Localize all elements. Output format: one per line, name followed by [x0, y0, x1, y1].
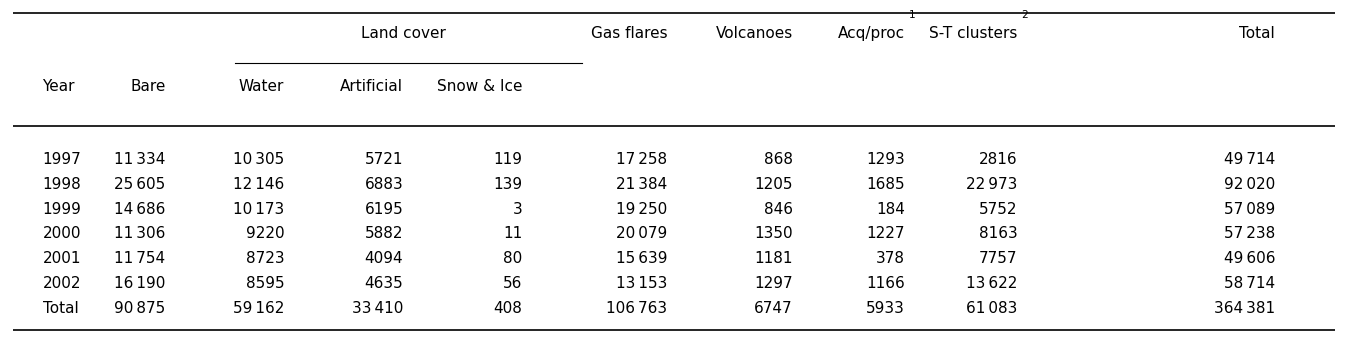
- Text: 15 639: 15 639: [616, 251, 667, 266]
- Text: 1293: 1293: [867, 152, 906, 167]
- Text: 1227: 1227: [867, 226, 906, 241]
- Text: 12 146: 12 146: [233, 177, 284, 192]
- Text: 139: 139: [493, 177, 522, 192]
- Text: 4635: 4635: [364, 276, 403, 291]
- Text: 17 258: 17 258: [616, 152, 667, 167]
- Text: Total: Total: [1239, 27, 1275, 41]
- Text: 22 973: 22 973: [967, 177, 1018, 192]
- Text: 19 250: 19 250: [616, 202, 667, 217]
- Text: 11 334: 11 334: [115, 152, 166, 167]
- Text: 5721: 5721: [365, 152, 403, 167]
- Text: 2816: 2816: [979, 152, 1018, 167]
- Text: 16 190: 16 190: [115, 276, 166, 291]
- Text: 80: 80: [503, 251, 522, 266]
- Text: 13 622: 13 622: [967, 276, 1018, 291]
- Text: 408: 408: [493, 301, 522, 316]
- Text: 1998: 1998: [43, 177, 81, 192]
- Text: 378: 378: [876, 251, 906, 266]
- Text: 6883: 6883: [364, 177, 403, 192]
- Text: 6747: 6747: [755, 301, 793, 316]
- Text: 2002: 2002: [43, 276, 81, 291]
- Text: Acq/proc: Acq/proc: [838, 27, 906, 41]
- Text: 49 714: 49 714: [1224, 152, 1275, 167]
- Text: 56: 56: [503, 276, 522, 291]
- Text: 1685: 1685: [867, 177, 906, 192]
- Text: 25 605: 25 605: [115, 177, 166, 192]
- Text: 7757: 7757: [979, 251, 1018, 266]
- Text: 2001: 2001: [43, 251, 81, 266]
- Text: 92 020: 92 020: [1224, 177, 1275, 192]
- Text: Total: Total: [43, 301, 78, 316]
- Text: 90 875: 90 875: [115, 301, 166, 316]
- Text: 5752: 5752: [979, 202, 1018, 217]
- Text: 1999: 1999: [43, 202, 81, 217]
- Text: 184: 184: [876, 202, 906, 217]
- Text: 1181: 1181: [755, 251, 793, 266]
- Text: 2000: 2000: [43, 226, 81, 241]
- Text: 10 305: 10 305: [233, 152, 284, 167]
- Text: S-T clusters: S-T clusters: [929, 27, 1018, 41]
- Text: 1297: 1297: [755, 276, 793, 291]
- Text: 106 763: 106 763: [607, 301, 667, 316]
- Text: 5933: 5933: [867, 301, 906, 316]
- Text: 6195: 6195: [364, 202, 403, 217]
- Text: 20 079: 20 079: [616, 226, 667, 241]
- Text: 1205: 1205: [755, 177, 793, 192]
- Text: 3: 3: [512, 202, 522, 217]
- Text: 11 306: 11 306: [115, 226, 166, 241]
- Text: 2: 2: [1022, 10, 1029, 20]
- Text: 8723: 8723: [245, 251, 284, 266]
- Text: 59 162: 59 162: [233, 301, 284, 316]
- Text: 13 153: 13 153: [616, 276, 667, 291]
- Text: 11: 11: [503, 226, 522, 241]
- Text: 57 238: 57 238: [1224, 226, 1275, 241]
- Text: Gas flares: Gas flares: [590, 27, 667, 41]
- Text: 846: 846: [764, 202, 793, 217]
- Text: 1: 1: [909, 10, 915, 20]
- Text: 33 410: 33 410: [352, 301, 403, 316]
- Text: 8595: 8595: [245, 276, 284, 291]
- Text: 5882: 5882: [365, 226, 403, 241]
- Text: Snow & Ice: Snow & Ice: [437, 79, 522, 94]
- Text: 21 384: 21 384: [616, 177, 667, 192]
- Text: 8163: 8163: [979, 226, 1018, 241]
- Text: 58 714: 58 714: [1224, 276, 1275, 291]
- Text: 364 381: 364 381: [1215, 301, 1275, 316]
- Text: Land cover: Land cover: [361, 27, 446, 41]
- Text: Water: Water: [239, 79, 284, 94]
- Text: 61 083: 61 083: [967, 301, 1018, 316]
- Text: 1997: 1997: [43, 152, 81, 167]
- Text: 49 606: 49 606: [1224, 251, 1275, 266]
- Text: 4094: 4094: [364, 251, 403, 266]
- Text: 9220: 9220: [245, 226, 284, 241]
- Text: Year: Year: [43, 79, 75, 94]
- Text: 868: 868: [764, 152, 793, 167]
- Text: 1166: 1166: [867, 276, 906, 291]
- Text: Artificial: Artificial: [340, 79, 403, 94]
- Text: 11 754: 11 754: [115, 251, 166, 266]
- Text: 14 686: 14 686: [115, 202, 166, 217]
- Text: 57 089: 57 089: [1224, 202, 1275, 217]
- Text: Volcanoes: Volcanoes: [716, 27, 793, 41]
- Text: 1350: 1350: [755, 226, 793, 241]
- Text: 119: 119: [493, 152, 522, 167]
- Text: Bare: Bare: [129, 79, 166, 94]
- Text: 10 173: 10 173: [233, 202, 284, 217]
